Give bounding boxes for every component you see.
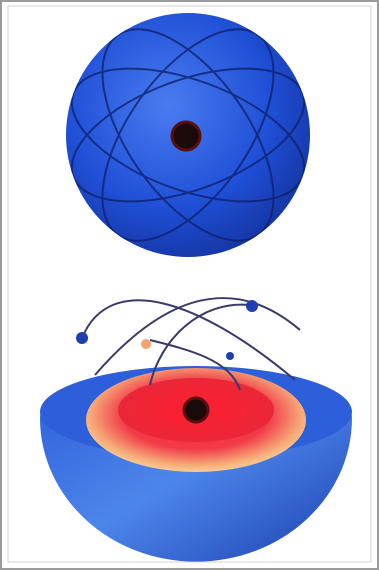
electron xyxy=(141,339,151,349)
nucleus xyxy=(184,398,208,422)
illustration xyxy=(0,0,379,570)
electron xyxy=(246,300,258,312)
nucleus xyxy=(172,122,200,150)
electron xyxy=(76,332,88,344)
page xyxy=(0,0,379,570)
electron xyxy=(226,352,234,360)
